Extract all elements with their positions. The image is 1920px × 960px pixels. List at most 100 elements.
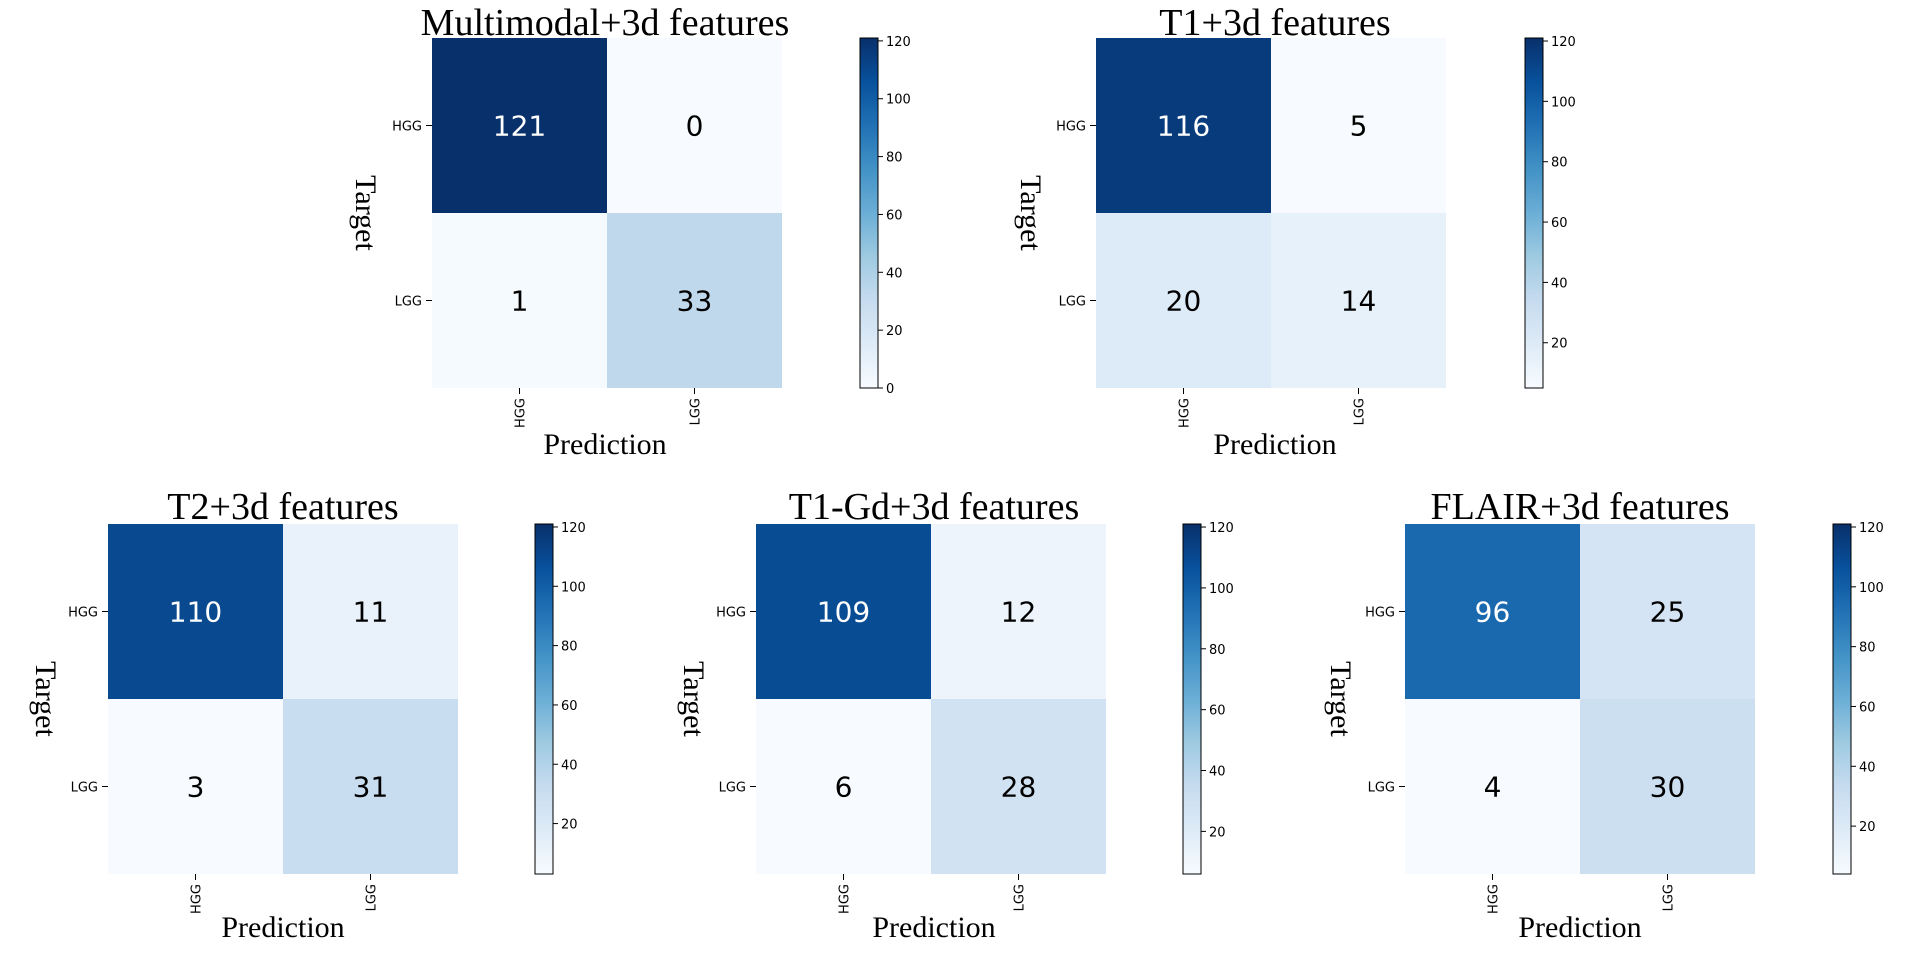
colorbar-tick-label: 40 [1859,760,1876,775]
cell-value-label: 30 [1650,771,1686,804]
x-axis-label: Prediction [221,911,345,944]
colorbar-tick-label: 100 [1551,95,1576,110]
colorbar-tick-label: 80 [1551,156,1568,171]
heatmap-cell [756,524,931,699]
heatmap-cell [1405,524,1580,699]
heatmap-cell [1271,38,1446,213]
y-tick-label: LGG [1059,295,1086,310]
heatmap-cell [756,699,931,874]
x-tick-label: LGG [689,398,704,425]
heatmap-cell [1271,213,1446,388]
colorbar-tick-label: 0 [886,382,894,397]
y-tick-label: HGG [1056,120,1086,135]
cell-value-label: 5 [1350,110,1368,143]
y-tick-label: LGG [719,781,746,796]
cell-value-label: 0 [686,110,704,143]
heatmap-cell [108,699,283,874]
colorbar-tick-label: 40 [561,758,578,773]
heatmap-cell [1580,524,1755,699]
colorbar-tick-label: 120 [1209,521,1234,536]
x-tick-label: LGG [1662,884,1677,911]
x-axis-label: Prediction [1518,911,1642,944]
colorbar-tick-label: 80 [561,640,578,655]
y-tick-label: LGG [71,781,98,796]
colorbar-tick-label: 120 [1551,35,1576,50]
colorbar [859,37,879,389]
colorbar-tick-label: 120 [561,521,586,536]
chart-title: T1-Gd+3d features [788,486,1080,528]
colorbar-tick-label: 60 [1209,704,1226,719]
x-tick-label: HGG [190,884,205,914]
cell-value-label: 14 [1341,285,1377,318]
cell-value-label: 109 [817,596,870,629]
colorbar [1182,523,1202,875]
colorbar-tick-label: 80 [1859,641,1876,656]
x-tick-label: LGG [1013,884,1028,911]
colorbar-tick-label: 40 [886,266,903,281]
x-tick-label: LGG [365,884,380,911]
x-tick-label: HGG [1487,884,1502,914]
colorbar-tick-label: 20 [886,324,903,339]
colorbar-tick-label: 60 [1551,216,1568,231]
cell-value-label: 4 [1484,771,1502,804]
heatmap-cell [1096,38,1271,213]
heatmap-cell [432,213,607,388]
chart-title: Multimodal+3d features [420,2,790,44]
heatmap-cell [931,699,1106,874]
y-tick-label: HGG [1365,606,1395,621]
chart-title: FLAIR+3d features [1430,486,1730,528]
heatmap-cell [1580,699,1755,874]
colorbar-tick-label: 20 [1551,337,1568,352]
colorbar-tick-label: 40 [1209,765,1226,780]
heatmap-cell [432,38,607,213]
cell-value-label: 110 [169,596,222,629]
x-axis-label: Prediction [543,428,667,461]
cell-value-label: 12 [1001,596,1037,629]
cell-value-label: 6 [835,771,853,804]
colorbar-tick-label: 60 [561,699,578,714]
x-tick-label: HGG [514,398,529,428]
colorbar [1524,37,1544,389]
x-axis-label: Prediction [1213,428,1337,461]
colorbar-tick-label: 120 [886,35,911,50]
cell-value-label: 28 [1001,771,1037,804]
heatmap-cell [1096,213,1271,388]
colorbar-tick-label: 80 [886,151,903,166]
colorbar-tick-label: 40 [1551,276,1568,291]
heatmap-cell [108,524,283,699]
y-tick-label: LGG [395,295,422,310]
heatmap-cell [931,524,1106,699]
heatmap-cell [607,38,782,213]
cell-value-label: 11 [353,596,389,629]
chart-title: T1+3d features [1159,2,1391,44]
cell-value-label: 31 [353,771,389,804]
y-tick-label: HGG [392,120,422,135]
y-tick-label: HGG [68,606,98,621]
cell-value-label: 3 [187,771,205,804]
colorbar-tick-label: 100 [561,580,586,595]
colorbar-tick-label: 20 [561,818,578,833]
y-tick-label: LGG [1368,781,1395,796]
colorbar-tick-label: 100 [1859,581,1884,596]
colorbar-tick-label: 120 [1859,521,1884,536]
cell-value-label: 121 [493,110,546,143]
colorbar-tick-label: 80 [1209,643,1226,658]
cell-value-label: 116 [1157,110,1210,143]
cell-value-label: 96 [1475,596,1511,629]
x-tick-label: LGG [1353,398,1368,425]
y-tick-label: HGG [716,606,746,621]
heatmap-cell [1405,699,1580,874]
colorbar-tick-label: 60 [1859,700,1876,715]
x-tick-label: HGG [838,884,853,914]
x-tick-label: HGG [1178,398,1193,428]
heatmap-cell [283,699,458,874]
chart-title: T2+3d features [167,486,399,528]
colorbar-tick-label: 100 [886,93,911,108]
colorbar [1832,523,1852,875]
cell-value-label: 33 [677,285,713,318]
